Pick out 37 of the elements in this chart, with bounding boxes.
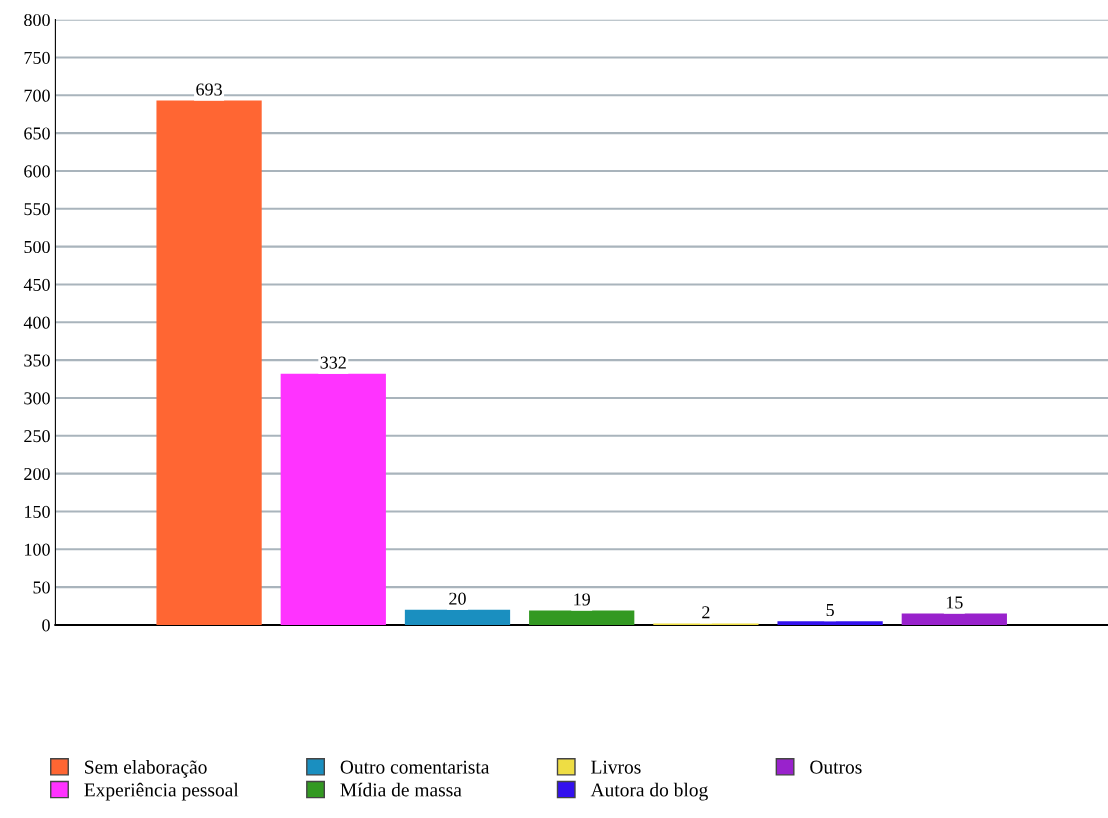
data-label: 19	[574, 593, 590, 606]
data-label: 2	[702, 606, 710, 619]
y-tick-label: 700	[24, 89, 50, 102]
legend-label: Mídia de massa	[340, 782, 462, 797]
bar	[156, 100, 262, 625]
y-tick-label: 400	[23, 316, 50, 329]
y-tick-label: 350	[24, 354, 50, 367]
y-tick-label: 300	[24, 392, 50, 405]
data-label: 332	[320, 356, 346, 369]
data-label: 20	[449, 592, 466, 605]
legend-label: Outro comentarista	[340, 760, 490, 774]
legend-label: Autora do blog	[590, 782, 708, 801]
y-tick-label: 500	[24, 240, 50, 254]
y-tick-label: 250	[24, 430, 50, 443]
bar	[529, 610, 635, 625]
bar	[404, 609, 511, 625]
y-tick-label: 650	[24, 127, 50, 140]
y-tick-label: 100	[25, 543, 50, 556]
legend-label: Outros	[810, 760, 862, 774]
y-tick-label: 50	[33, 581, 50, 594]
legend-label: Livros	[591, 760, 641, 774]
bar	[777, 621, 883, 625]
data-label: 5	[826, 604, 834, 617]
y-tick-label: 150	[25, 505, 50, 518]
legend-label: Sem elaboração	[85, 760, 207, 778]
data-label: 15	[946, 596, 963, 609]
y-tick-label: 450	[23, 278, 50, 291]
bar	[901, 613, 1007, 625]
y-tick-label: 550	[24, 203, 50, 216]
data-label: 693	[196, 83, 222, 96]
y-tick-label: 600	[24, 165, 50, 178]
y-tick-label: 800	[24, 13, 50, 27]
y-tick-label: 750	[24, 51, 50, 64]
y-tick-label: 0	[42, 619, 50, 632]
legend-label: Experiência pessoal	[84, 782, 239, 801]
y-tick-label: 200	[24, 467, 50, 481]
bar	[280, 373, 386, 625]
